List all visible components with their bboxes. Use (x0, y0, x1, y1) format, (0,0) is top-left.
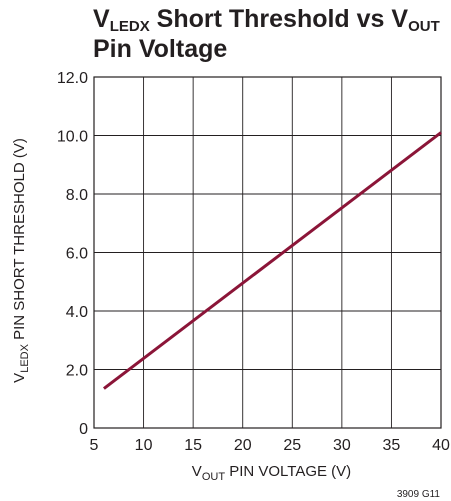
y-tick-label: 8.0 (66, 187, 88, 204)
y-tick-label: 6.0 (66, 246, 88, 263)
x-tick-label: 35 (383, 437, 401, 454)
chart-title-line-2: Pin Voltage (93, 35, 228, 63)
y-tick-label: 10.0 (57, 129, 88, 146)
y-tick-labels: 0 2.0 4.0 6.0 8.0 10.0 12.0 (57, 70, 88, 438)
y-tick-label: 4.0 (66, 304, 88, 321)
x-tick-label: 30 (333, 437, 351, 454)
x-axis-label: VOUT PIN VOLTAGE (V) (192, 463, 351, 483)
grid (94, 77, 441, 428)
x-tick-label: 40 (432, 437, 450, 454)
chart-title: VLEDX Short Threshold vs VOUT Pin Voltag… (93, 4, 443, 64)
x-tick-label: 20 (234, 437, 252, 454)
x-tick-label: 5 (90, 437, 99, 454)
y-tick-label: 12.0 (57, 70, 88, 87)
x-tick-label: 25 (283, 437, 301, 454)
x-tick-label: 15 (184, 437, 202, 454)
series-group (103, 131, 442, 390)
x-tick-labels: 5 10 15 20 25 30 35 40 (90, 437, 450, 454)
x-tick-label: 10 (135, 437, 153, 454)
plot-frame (93, 76, 442, 429)
y-tick-label: 0 (79, 421, 88, 438)
y-axis-label: VLEDX PIN SHORT THRESHOLD (V) (11, 138, 31, 383)
chart-title-line-1: VLEDX Short Threshold vs VOUT (93, 5, 440, 35)
series-line (103, 131, 442, 390)
y-tick-label: 2.0 (66, 363, 88, 380)
figure-code: 3909 G11 (397, 489, 441, 500)
